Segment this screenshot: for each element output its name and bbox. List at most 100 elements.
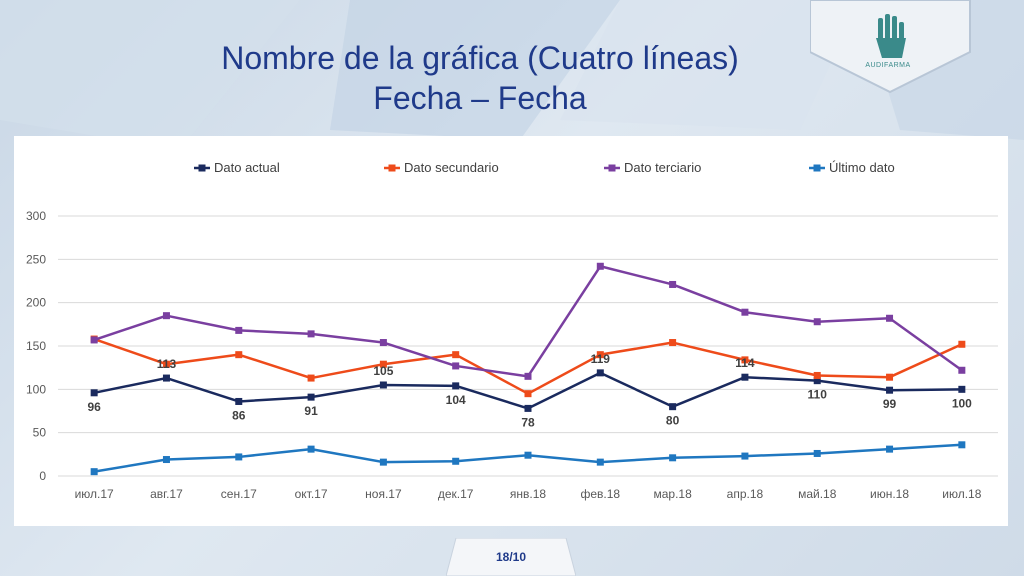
data-point <box>958 441 966 449</box>
data-label: 99 <box>883 397 897 411</box>
data-point <box>235 397 243 405</box>
data-point <box>669 454 677 462</box>
data-point <box>741 356 749 364</box>
data-point <box>596 351 604 359</box>
y-tick-label: 300 <box>26 209 46 223</box>
x-tick-label: апр.18 <box>727 487 764 501</box>
legend-swatch-marker <box>813 164 821 172</box>
x-tick-label: мар.18 <box>653 487 692 501</box>
data-point <box>235 351 243 359</box>
x-tick-label: июл.18 <box>942 487 981 501</box>
data-label: 80 <box>666 414 680 428</box>
data-point <box>596 262 604 270</box>
data-point <box>958 385 966 393</box>
data-point <box>307 445 315 453</box>
data-point <box>958 366 966 374</box>
data-point <box>669 280 677 288</box>
data-point <box>307 393 315 401</box>
data-point <box>162 360 170 368</box>
data-point <box>162 456 170 464</box>
data-point <box>813 449 821 457</box>
y-tick-label: 0 <box>39 469 46 483</box>
data-label: 113 <box>157 357 177 371</box>
data-point <box>307 374 315 382</box>
x-tick-label: окт.17 <box>295 487 328 501</box>
x-tick-label: дек.17 <box>438 487 474 501</box>
data-point <box>524 404 532 412</box>
legend-swatch-marker <box>608 164 616 172</box>
x-tick-label: май.18 <box>798 487 837 501</box>
x-tick-label: июн.18 <box>870 487 909 501</box>
legend-entry: Dato terciario <box>624 160 701 175</box>
legend-swatch-marker <box>388 164 396 172</box>
data-point <box>524 372 532 380</box>
x-tick-label: фев.18 <box>581 487 621 501</box>
data-point <box>596 369 604 377</box>
data-point <box>162 374 170 382</box>
data-point <box>524 451 532 459</box>
data-point <box>886 314 894 322</box>
data-point <box>235 326 243 334</box>
page-number: 18/10 <box>495 550 527 564</box>
audifarma-logo <box>810 0 971 94</box>
data-label: 119 <box>591 352 611 366</box>
data-label: 104 <box>446 393 466 407</box>
legend-swatch-marker <box>198 164 206 172</box>
data-point <box>379 339 387 347</box>
page-number-tab <box>446 538 576 576</box>
data-point <box>669 403 677 411</box>
data-label: 86 <box>232 408 246 422</box>
chart-subtitle: Fecha – Fecha <box>373 80 587 116</box>
series-line <box>93 337 963 395</box>
chart-panel: 0 50 100 150 200 250 300 июл.17 авг.17 сен.17 окт.… <box>14 136 1008 526</box>
data-point <box>90 336 98 344</box>
data-point <box>235 453 243 461</box>
data-point <box>162 312 170 320</box>
data-label: 96 <box>87 400 101 414</box>
line-chart: 0 50 100 150 200 250 300 июл.17 авг.17 сен.17 окт.… <box>26 160 998 501</box>
data-point <box>741 373 749 381</box>
data-label: 100 <box>952 396 972 410</box>
data-point <box>813 377 821 385</box>
data-point <box>958 340 966 348</box>
data-point <box>452 351 460 359</box>
data-point <box>741 308 749 316</box>
series-line <box>93 265 963 378</box>
x-tick-label: июл.17 <box>75 487 114 501</box>
data-point <box>596 458 604 466</box>
y-tick-label: 200 <box>26 296 46 310</box>
data-point <box>669 339 677 347</box>
data-point <box>886 445 894 453</box>
data-point <box>813 371 821 379</box>
data-point <box>886 373 894 381</box>
chart-title: Nombre de la gráfica (Cuatro líneas) <box>221 40 739 76</box>
data-point <box>379 381 387 389</box>
data-point <box>452 382 460 390</box>
logo-text: AUDIFARMA <box>865 62 911 69</box>
legend-entry: Dato actual <box>214 160 280 175</box>
x-tick-label: авг.17 <box>150 487 183 501</box>
y-tick-label: 150 <box>26 339 46 353</box>
y-tick-label: 100 <box>26 382 46 396</box>
data-point <box>379 458 387 466</box>
data-label: 91 <box>304 404 318 418</box>
data-point <box>813 318 821 326</box>
legend-entry: Dato secundario <box>404 160 499 175</box>
data-label: 78 <box>521 415 535 429</box>
data-point <box>886 386 894 394</box>
legend-entry: Último dato <box>829 160 895 175</box>
data-point <box>90 468 98 476</box>
data-point <box>741 452 749 460</box>
data-label: 110 <box>808 388 828 402</box>
data-label: 105 <box>373 364 393 378</box>
y-tick-label: 50 <box>33 426 47 440</box>
data-point <box>524 390 532 398</box>
x-tick-label: сен.17 <box>221 487 257 501</box>
data-point <box>452 457 460 465</box>
data-point <box>90 389 98 397</box>
data-point <box>379 360 387 368</box>
hand-logo-icon <box>876 14 906 58</box>
data-point <box>307 330 315 338</box>
x-tick-label: янв.18 <box>510 487 547 501</box>
